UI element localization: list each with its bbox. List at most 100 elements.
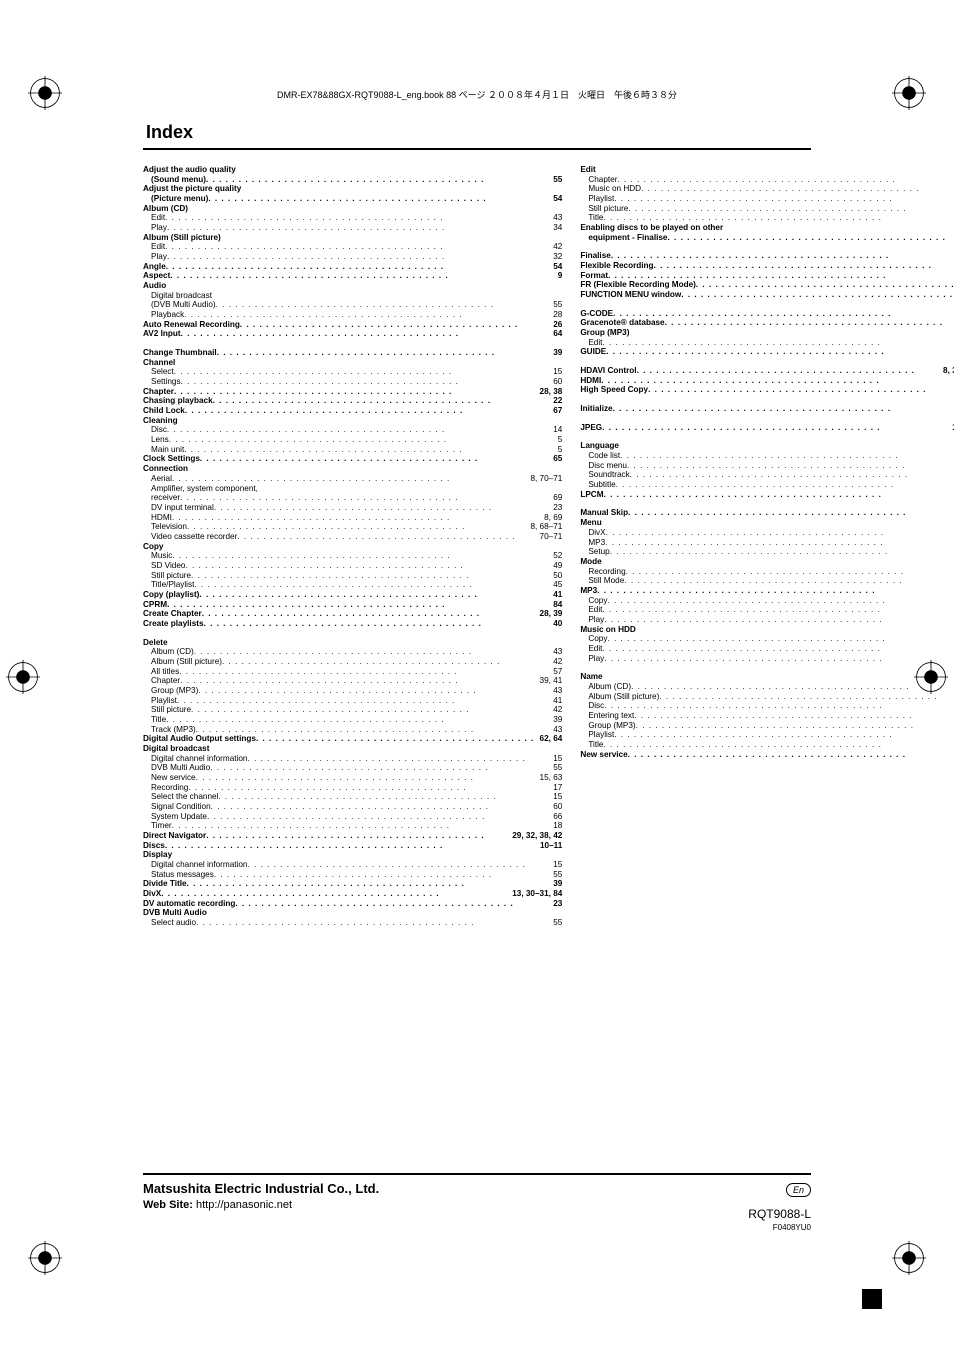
- index-page: 84: [534, 600, 562, 610]
- index-label: Digital channel information: [143, 754, 247, 764]
- index-label: Child Lock: [143, 406, 185, 416]
- index-label: Still picture: [143, 571, 191, 581]
- index-label: CPRM: [143, 600, 167, 610]
- index-entry: Create Chapter 28, 39: [143, 609, 562, 619]
- index-dots: [628, 204, 954, 214]
- index-label: Chapter: [143, 676, 180, 686]
- index-dots: [637, 366, 939, 376]
- index-entry: Digital Audio Output settings62, 64: [143, 734, 562, 744]
- index-page: 54: [534, 262, 562, 272]
- index-label: Album (Still picture): [143, 233, 221, 243]
- index-dots: [604, 701, 954, 711]
- index-entry: Playlist41: [143, 696, 562, 706]
- index-label: Direct Navigator: [143, 831, 206, 841]
- index-label: Album (Still picture): [143, 657, 222, 667]
- index-page: 65: [534, 454, 562, 464]
- index-dots: [167, 252, 534, 262]
- index-dots: [185, 561, 534, 571]
- index-entry: Select the channel15: [143, 792, 562, 802]
- index-dots: [172, 821, 535, 831]
- index-label: Play: [143, 223, 167, 233]
- index-entry: HDAVI Control8, 36–37, 64, 69: [580, 366, 954, 376]
- index-label: G-CODE: [580, 309, 613, 319]
- index-dots: [174, 387, 534, 397]
- index-entry: High Speed Copy61: [580, 385, 954, 395]
- index-dots: [602, 423, 948, 433]
- index-label: receiver: [143, 493, 180, 503]
- index-dots: [184, 445, 534, 455]
- index-page: 5: [534, 435, 562, 445]
- index-entry: FUNCTION MENU window35: [580, 290, 954, 300]
- index-entry: System Update66: [143, 812, 562, 822]
- index-entry: Lens5: [143, 435, 562, 445]
- index-label: Copy: [580, 634, 607, 644]
- index-page: 17: [534, 783, 562, 793]
- index-entry: Clock Settings 65: [143, 454, 562, 464]
- index-page: 23: [534, 503, 562, 513]
- index-entry: LPCM62, 84: [580, 490, 954, 500]
- index-label: Title: [143, 715, 166, 725]
- index-label: Create Chapter: [143, 609, 202, 619]
- index-page: 55: [534, 175, 562, 185]
- index-label: Create playlists: [143, 619, 204, 629]
- index-entry: Recording17: [143, 783, 562, 793]
- index-label: Play: [580, 615, 604, 625]
- index-label: DVB Multi Audio: [143, 763, 210, 773]
- index-entry: (DVB Multi Audio)55: [143, 300, 562, 310]
- index-entry: Chapter28, 38: [143, 387, 562, 397]
- index-entry: Still picture42: [580, 204, 954, 214]
- index-label: Digital broadcast: [143, 744, 209, 754]
- print-mark-icon: [892, 76, 926, 110]
- index-label: Recording: [580, 567, 625, 577]
- index-page: 39: [534, 879, 562, 889]
- index-dots: [167, 223, 534, 233]
- index-entry: Manual Skip28: [580, 508, 954, 518]
- index-entry: Group (MP3)43: [143, 686, 562, 696]
- index-entry: Play32: [143, 252, 562, 262]
- index-label: Setup: [580, 547, 609, 557]
- index-dots: [607, 596, 954, 606]
- index-entry: DV input terminal23: [143, 503, 562, 513]
- index-dots: [597, 586, 954, 596]
- index-label: Subtitle: [580, 480, 615, 490]
- index-dots: [604, 654, 954, 664]
- index-dots: [191, 571, 534, 581]
- index-dots: [624, 576, 954, 586]
- index-dots: [214, 503, 535, 513]
- index-label: DivX: [143, 889, 161, 899]
- index-label: HDMI: [580, 376, 601, 386]
- index-page: 28, 39: [534, 609, 562, 619]
- index-label: Display: [143, 850, 172, 860]
- index-dots: [627, 461, 954, 471]
- index-label: Chapter: [580, 175, 617, 185]
- index-page: 22: [534, 396, 562, 406]
- index-page: 13, 30–31, 84: [508, 889, 562, 899]
- index-page: 5: [534, 445, 562, 455]
- index-entry: Edit43: [580, 338, 954, 348]
- index-label: Manual Skip: [580, 508, 628, 518]
- index-page: 26: [534, 320, 562, 330]
- index-label: (DVB Multi Audio): [143, 300, 216, 310]
- index-entry: New service15, 63: [580, 750, 954, 760]
- index-page: 40: [534, 619, 562, 629]
- index-label: Timer: [143, 821, 172, 831]
- index-entry: Entering text44: [580, 711, 954, 721]
- lang-badge: En: [786, 1183, 811, 1197]
- index-label: Angle: [143, 262, 166, 272]
- index-entry: Album (Still picture): [143, 233, 562, 243]
- index-dots: [202, 609, 535, 619]
- index-page: 55: [534, 870, 562, 880]
- index-entry: AV2 Input64: [143, 329, 562, 339]
- index-label: Auto Renewal Recording: [143, 320, 240, 330]
- index-label: Chapter: [143, 387, 174, 397]
- index-entry: MP313, 31, 84: [580, 586, 954, 596]
- index-label: Clock Settings: [143, 454, 200, 464]
- index-columns: Adjust the audio quality(Sound menu)55Ad…: [143, 165, 813, 928]
- index-page: 43: [534, 725, 562, 735]
- index-dots: [636, 721, 954, 731]
- index-dots: [240, 320, 534, 330]
- index-label: Music on HDD: [580, 625, 636, 635]
- footer-web: Web Site: http://panasonic.net: [143, 1199, 811, 1211]
- index-entry: Audio: [143, 281, 562, 291]
- index-entry: Aerial8, 70–71: [143, 474, 562, 484]
